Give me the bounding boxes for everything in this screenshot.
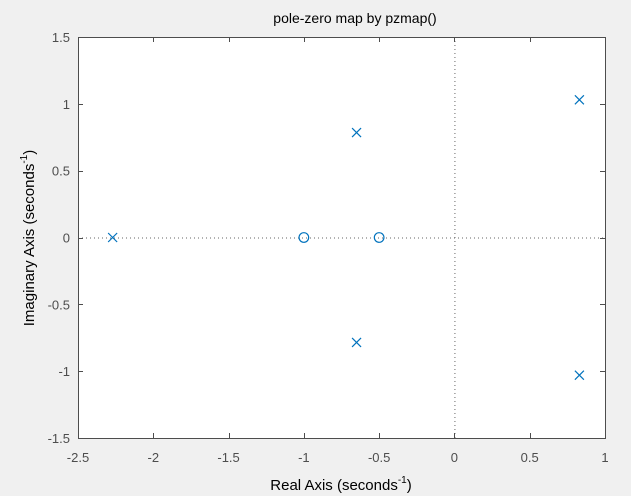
- x-axis-label-exponent: -1: [398, 475, 407, 486]
- pole-x-icon[interactable]: [351, 127, 362, 138]
- x-tick-label: 0.5: [521, 450, 539, 465]
- pole-zero-markers: [107, 94, 585, 381]
- chart-title: pole-zero map by pzmap(): [273, 10, 436, 26]
- y-tick-label: 1.5: [52, 30, 70, 45]
- y-axis-label-text: Imaginary Axis (seconds: [21, 164, 38, 327]
- pole-x-icon[interactable]: [107, 232, 118, 243]
- x-tick-label: -2.5: [67, 450, 89, 465]
- x-tick-label: 0: [451, 450, 458, 465]
- y-tick-label: -1: [58, 364, 70, 379]
- y-axis-label: Imaginary Axis (seconds-1): [19, 150, 38, 326]
- y-tick-label: -1.5: [48, 431, 70, 446]
- y-tick-label: -0.5: [48, 297, 70, 312]
- y-tick-label: 1: [63, 97, 70, 112]
- pole-x-icon[interactable]: [351, 337, 362, 348]
- pole-x-icon[interactable]: [574, 370, 585, 381]
- plot-area[interactable]: [78, 37, 605, 438]
- x-axis-label: Real Axis (seconds-1): [270, 475, 411, 494]
- tick-marks: [78, 37, 606, 439]
- pole-x-icon[interactable]: [574, 94, 585, 105]
- zero-circle-icon[interactable]: [373, 232, 385, 243]
- y-tick-labels: 1.5 1 0.5 0 -0.5 -1 -1.5: [48, 30, 70, 446]
- y-tick-label: 0: [63, 231, 70, 246]
- x-tick-label: -0.5: [368, 450, 390, 465]
- x-tick-label: -1.5: [217, 450, 239, 465]
- x-axis-label-text: Real Axis (seconds: [270, 477, 398, 494]
- x-axis-label-close: ): [407, 477, 412, 494]
- x-tick-label: -2: [148, 450, 160, 465]
- reference-lines: [78, 37, 605, 438]
- x-tick-labels: -2.5 -2 -1.5 -1 -0.5 0 0.5 1: [67, 450, 609, 465]
- x-tick-label: 1: [601, 450, 608, 465]
- y-axis-label-exponent: -1: [19, 154, 30, 163]
- zero-circle-icon[interactable]: [298, 232, 310, 243]
- x-tick-label: -1: [298, 450, 310, 465]
- y-tick-label: 0.5: [52, 164, 70, 179]
- y-axis-label-close: ): [21, 150, 38, 155]
